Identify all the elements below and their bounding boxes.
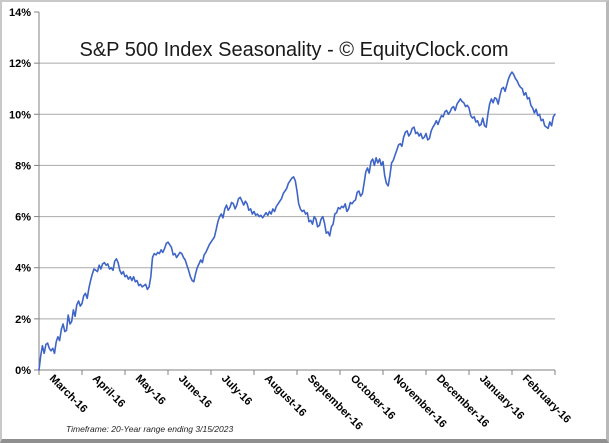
x-axis-month-label: May-16	[133, 373, 168, 408]
y-axis-tick-label: 14%	[9, 7, 31, 19]
y-axis-tick-label: 6%	[15, 212, 31, 224]
x-axis-month-label: August-16	[262, 373, 309, 420]
y-axis-tick-label: 2%	[15, 314, 31, 326]
y-axis-tick-label: 8%	[15, 160, 31, 172]
y-axis-tick-label: 0%	[15, 365, 31, 377]
x-axis-month-label: February-16	[520, 373, 573, 426]
y-axis-tick-label: 4%	[15, 263, 31, 275]
x-axis-month-label: March-16	[47, 373, 90, 416]
x-axis-month-label: April-16	[90, 373, 127, 410]
timeframe-footnote: Timeframe: 20-Year range ending 3/15/202…	[66, 424, 233, 434]
y-axis-tick-label: 10%	[9, 109, 31, 121]
x-axis-month-label: July-16	[219, 373, 254, 408]
plot-area: 0% 2% 4% 6% 8% 10% 12% 14% March-16 April-16 May-1…	[9, 7, 573, 433]
y-axis-tick-label: 12%	[9, 58, 31, 70]
seasonality-line	[38, 71, 556, 371]
x-axis-month-label: June-16	[176, 373, 214, 411]
chart-title: S&P 500 Index Seasonality - © EquityCloc…	[79, 39, 508, 61]
